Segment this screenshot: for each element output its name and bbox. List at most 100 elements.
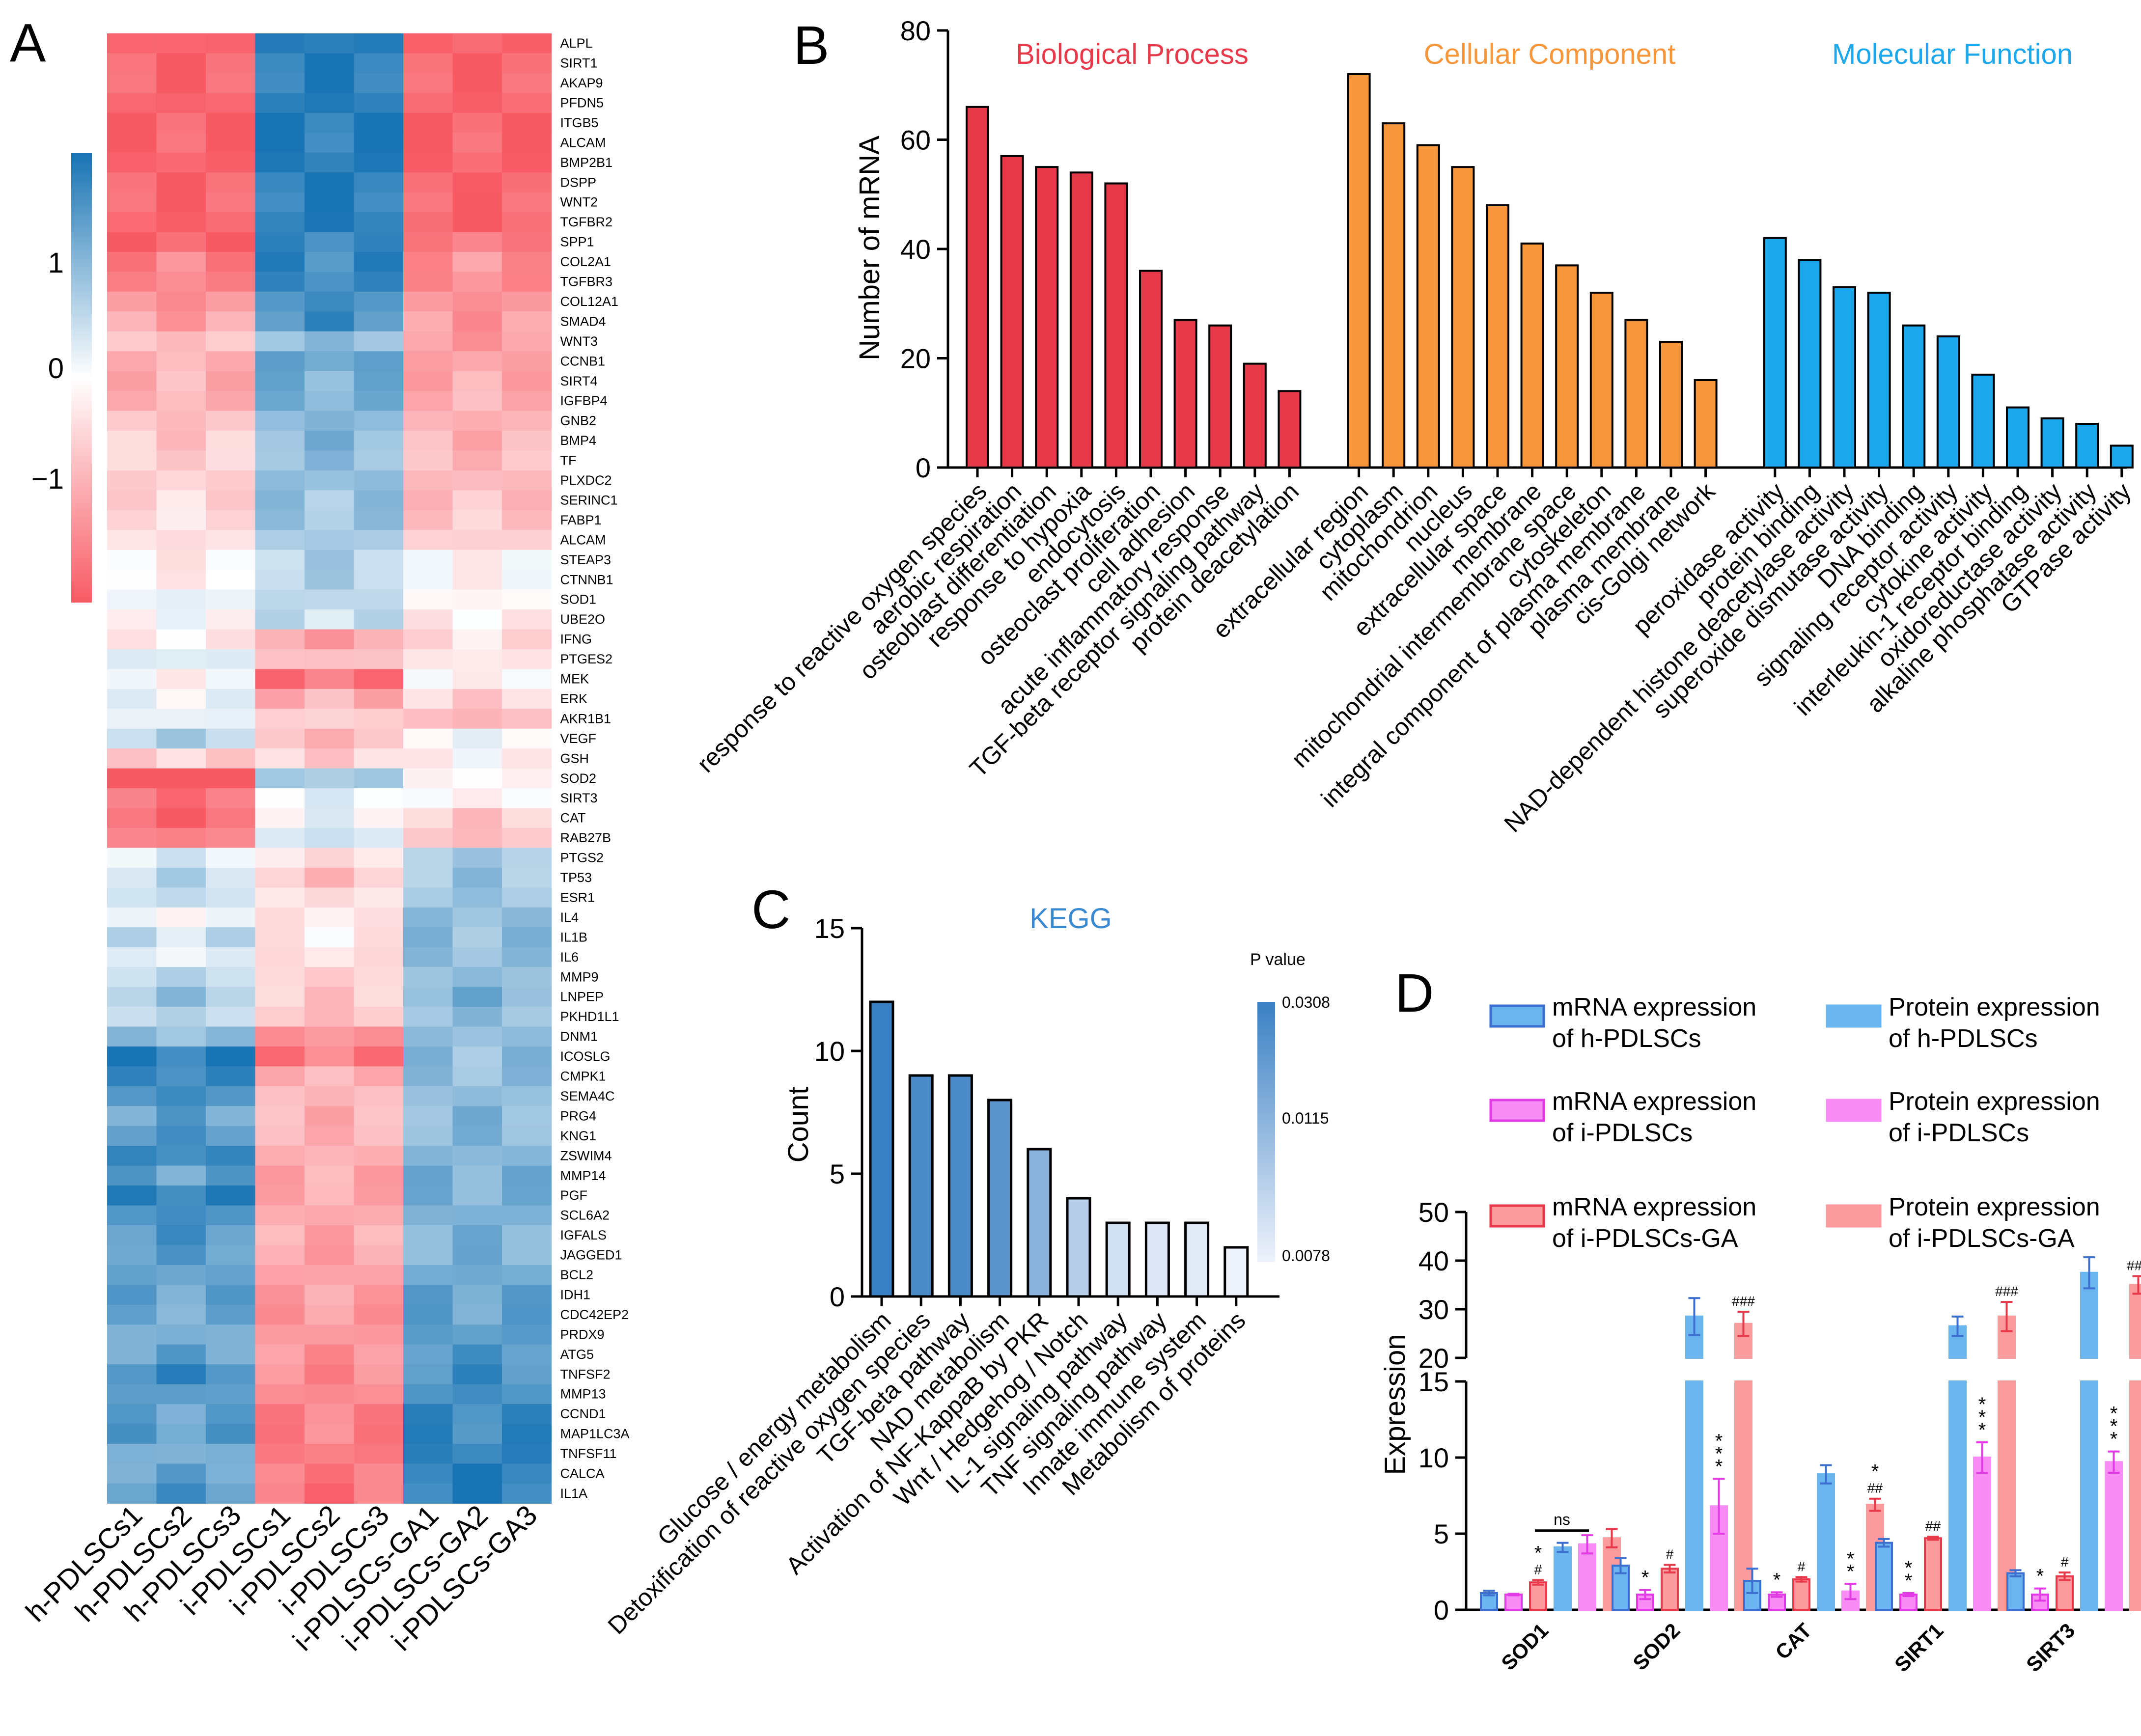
heatmap-cell — [452, 1046, 502, 1067]
heatmap-row-label: CDC42EP2 — [560, 1307, 629, 1322]
d-category-label: SOD2 — [1628, 1619, 1684, 1675]
b-group-title: Biological Process — [1016, 38, 1249, 70]
heatmap-cell — [107, 1146, 157, 1166]
heatmap-cell — [206, 550, 256, 570]
heatmap-cell — [206, 589, 256, 610]
heatmap-row-label: ICOSLG — [560, 1049, 611, 1064]
heatmap-cell — [403, 152, 453, 173]
heatmap-cell — [354, 1046, 404, 1067]
heatmap-cell — [206, 1086, 256, 1106]
heatmap-cell — [403, 1404, 453, 1425]
heatmap-cell — [452, 1424, 502, 1444]
heatmap-cell — [107, 431, 157, 451]
heatmap-cell — [502, 291, 552, 312]
heatmap-cell — [502, 1225, 552, 1246]
heatmap-cell — [305, 470, 355, 491]
heatmap-cell — [354, 1463, 404, 1484]
heatmap-cell — [255, 1364, 305, 1385]
heatmap-cell — [502, 212, 552, 233]
heatmap-cell — [502, 1304, 552, 1325]
heatmap-cell — [403, 272, 453, 292]
d-legend-swatch — [1826, 1004, 1882, 1028]
heatmap-row-label: PFDN5 — [560, 95, 604, 110]
heatmap-cell — [156, 530, 206, 551]
heatmap-cell — [502, 1483, 552, 1504]
heatmap-cell — [107, 1463, 157, 1484]
heatmap-cell — [107, 589, 157, 610]
panel-label-d: D — [1395, 963, 1434, 1023]
b-bar — [1173, 319, 1197, 468]
heatmap-cell — [452, 93, 502, 113]
heatmap-cell — [305, 848, 355, 868]
heatmap-cell — [156, 927, 206, 948]
heatmap-cell — [305, 133, 355, 153]
heatmap-cell — [206, 470, 256, 491]
heatmap-cell — [403, 1443, 453, 1464]
heatmap-cell — [206, 272, 256, 292]
heatmap-cell — [502, 927, 552, 948]
heatmap-cell — [156, 947, 206, 967]
heatmap-cell — [206, 431, 256, 451]
heatmap-cell — [206, 1324, 256, 1345]
heatmap-cell — [452, 1165, 502, 1186]
heatmap-cell — [305, 391, 355, 412]
d-y-tick-label: 15 — [1418, 1366, 1449, 1397]
heatmap-cell — [305, 1443, 355, 1464]
heatmap-cell — [403, 93, 453, 113]
heatmap-cell — [107, 1026, 157, 1047]
heatmap-cell — [156, 371, 206, 391]
heatmap-cell — [156, 1443, 206, 1464]
heatmap-cell — [156, 232, 206, 252]
heatmap-cell — [403, 768, 453, 789]
heatmap-cell — [255, 947, 305, 967]
heatmap-cell — [403, 728, 453, 749]
heatmap-cell — [354, 152, 404, 173]
heatmap-cell — [305, 371, 355, 391]
heatmap-cell — [354, 73, 404, 93]
heatmap-cell — [107, 629, 157, 650]
heatmap-cell — [452, 272, 502, 292]
heatmap-cell — [206, 967, 256, 988]
heatmap-cell — [107, 947, 157, 967]
heatmap-cell — [255, 152, 305, 173]
heatmap-cell — [403, 570, 453, 590]
d-significance-mark: # — [1666, 1547, 1674, 1562]
heatmap-cell — [354, 987, 404, 1007]
heatmap-row-label: UBE2O — [560, 612, 606, 627]
heatmap-cell — [156, 1007, 206, 1027]
heatmap-cell — [255, 351, 305, 372]
heatmap-row-label: KNG1 — [560, 1129, 597, 1143]
heatmap-cell — [156, 510, 206, 530]
kegg-bar — [1027, 1148, 1052, 1298]
heatmap-cell — [107, 192, 157, 213]
d-bar — [2006, 1572, 2025, 1611]
heatmap-cell — [502, 689, 552, 709]
heatmap-cell — [206, 351, 256, 372]
heatmap-cell — [502, 1046, 552, 1067]
heatmap-cell — [206, 768, 256, 789]
heatmap-row-label: FABP1 — [560, 513, 602, 527]
heatmap-cell — [107, 907, 157, 928]
heatmap-cell — [403, 887, 453, 908]
heatmap-cell — [156, 728, 206, 749]
heatmap-row-label: IGFALS — [560, 1228, 607, 1242]
d-bar — [1734, 1380, 1752, 1611]
heatmap-row-label: IGFBP4 — [560, 393, 608, 408]
heatmap-cell — [354, 450, 404, 471]
heatmap-cell — [403, 291, 453, 312]
heatmap-cell — [107, 291, 157, 312]
heatmap-cell — [502, 808, 552, 828]
heatmap-cell — [403, 828, 453, 849]
kegg-bar — [947, 1074, 973, 1298]
heatmap-cell — [305, 788, 355, 809]
heatmap-cell — [305, 411, 355, 431]
heatmap-cell — [305, 152, 355, 173]
heatmap-cell — [452, 1483, 502, 1504]
heatmap-cell — [255, 1285, 305, 1305]
expression-chart: Expression mRNA expression of h-PDLSCs mRN… — [1379, 993, 2141, 1677]
d-legend-label: mRNA expression — [1552, 1087, 1756, 1116]
heatmap-cell — [502, 93, 552, 113]
d-y-tick-label: 20 — [1418, 1343, 1449, 1374]
heatmap-cell — [403, 371, 453, 391]
d-legend-label: mRNA expression — [1552, 1193, 1756, 1221]
